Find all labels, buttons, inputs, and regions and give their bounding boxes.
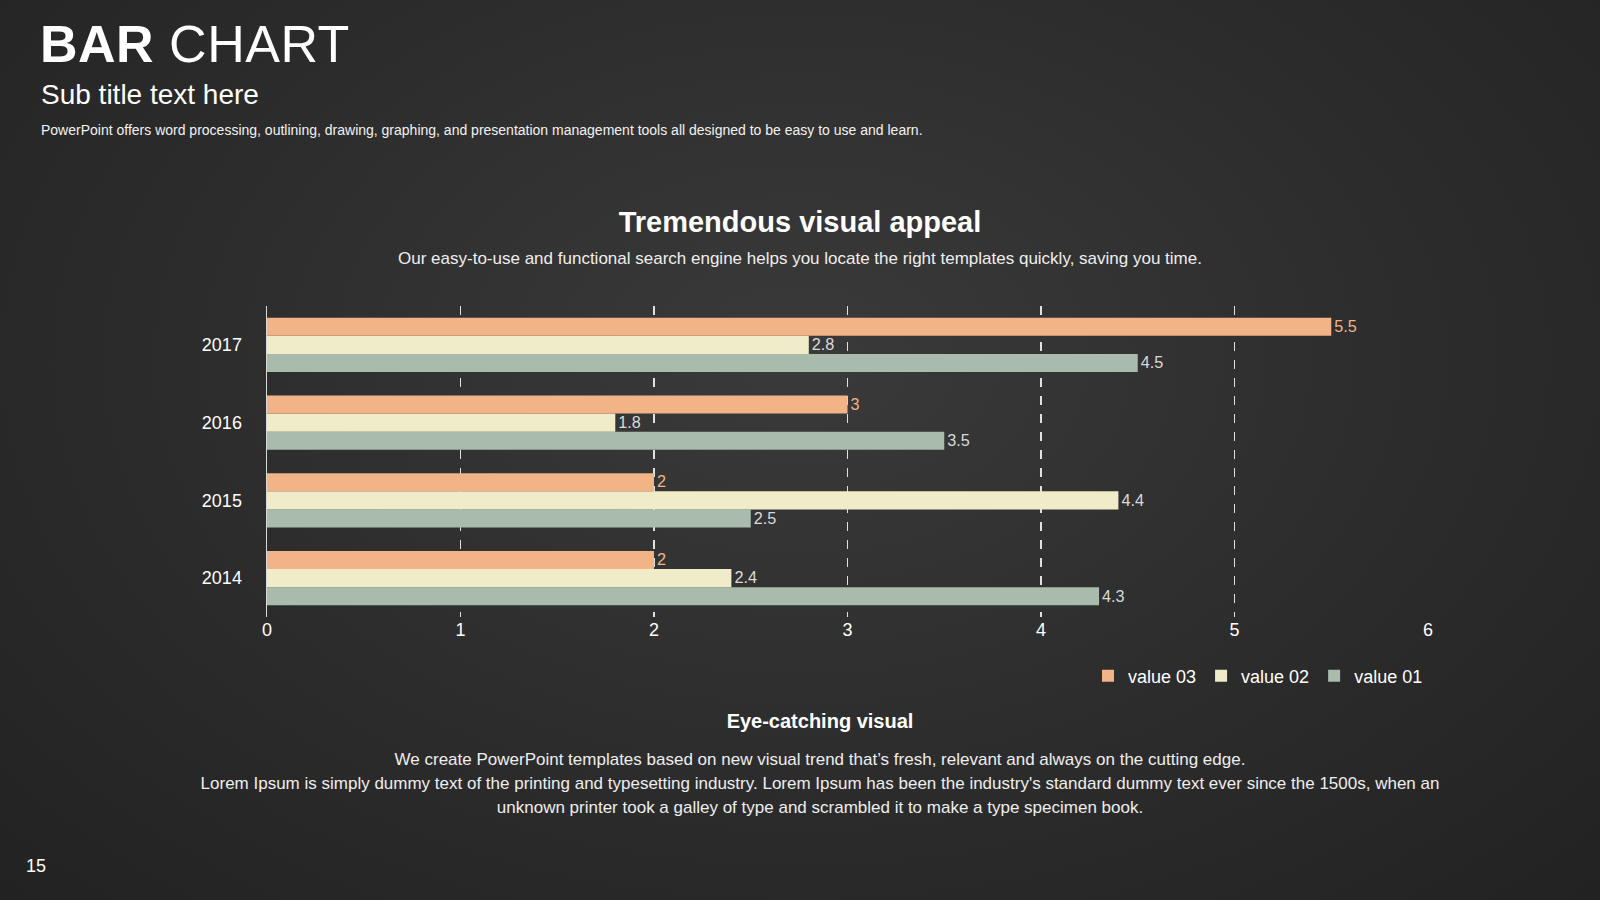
html-text:Sub title text here: Sub title text here <box>41 79 259 110</box>
html-text:Tremendous visual appeal: Tremendous visual appeal <box>618 206 982 238</box>
html-text:Eye-catching visual: Eye-catching visual <box>726 710 914 732</box>
html-text:BAR CHART: BAR CHART <box>40 15 350 73</box>
svg-text:value 01: value 01 <box>1354 667 1422 687</box>
svg-text:3: 3 <box>842 620 852 640</box>
svg-text:2: 2 <box>657 472 666 490</box>
svg-text:2: 2 <box>657 550 666 568</box>
svg-text:5: 5 <box>1229 620 1239 640</box>
svg-text:6: 6 <box>1423 620 1433 640</box>
svg-text:2017: 2017 <box>202 335 242 355</box>
svg-text:2014: 2014 <box>202 568 242 588</box>
svg-text:3.5: 3.5 <box>947 431 970 449</box>
svg-text:value 03: value 03 <box>1128 667 1196 687</box>
svg-text:value 02: value 02 <box>1241 667 1309 687</box>
html-text:Lorem Ipsum is simply dummy te: Lorem Ipsum is simply dummy text of the … <box>200 774 1440 817</box>
svg-text:3: 3 <box>851 395 860 413</box>
svg-text:2: 2 <box>649 620 659 640</box>
svg-text:0: 0 <box>262 620 272 640</box>
svg-text:2.4: 2.4 <box>734 568 757 586</box>
svg-text:4.4: 4.4 <box>1121 491 1144 509</box>
svg-text:2.8: 2.8 <box>812 335 835 353</box>
svg-text:2015: 2015 <box>202 491 242 511</box>
svg-text:2016: 2016 <box>202 413 242 433</box>
svg-text:5.5: 5.5 <box>1334 317 1357 335</box>
svg-text:2.5: 2.5 <box>754 509 777 527</box>
svg-text:4: 4 <box>1036 620 1046 640</box>
html-text:15: 15 <box>26 856 46 876</box>
html-text:PowerPoint offers word process: PowerPoint offers word processing, outli… <box>41 122 923 138</box>
html-text:Our easy-to-use and functional: Our easy-to-use and functional search en… <box>398 249 1202 268</box>
svg-text:1: 1 <box>455 620 465 640</box>
html-text:We create PowerPoint templates: We create PowerPoint templates based on … <box>394 750 1246 769</box>
svg-text:4.5: 4.5 <box>1141 353 1164 371</box>
svg-text:4.3: 4.3 <box>1102 587 1125 605</box>
svg-text:1.8: 1.8 <box>618 413 641 431</box>
